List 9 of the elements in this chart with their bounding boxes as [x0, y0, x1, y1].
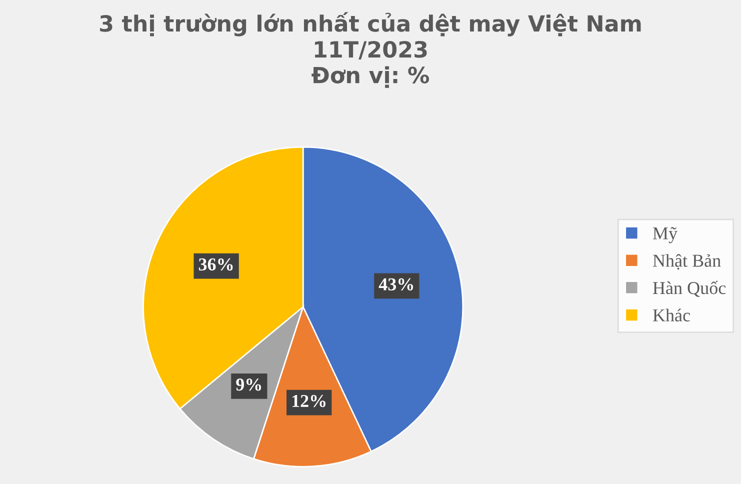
legend-label: Khác: [652, 308, 690, 322]
legend-label: Mỹ: [652, 227, 678, 244]
chart-title: 3 thị trường lớn nhất của dệt may Việt Nam 11T/2023 Đơn vị: %: [100, 12, 641, 88]
data-label: 43%: [378, 278, 414, 291]
legend-label: Hàn Quốc: [652, 280, 726, 297]
data-label: 9%: [236, 378, 262, 391]
legend-label: Nhật Bản: [652, 254, 721, 270]
data-label: 12%: [292, 394, 326, 408]
data-label: 36%: [198, 258, 233, 271]
